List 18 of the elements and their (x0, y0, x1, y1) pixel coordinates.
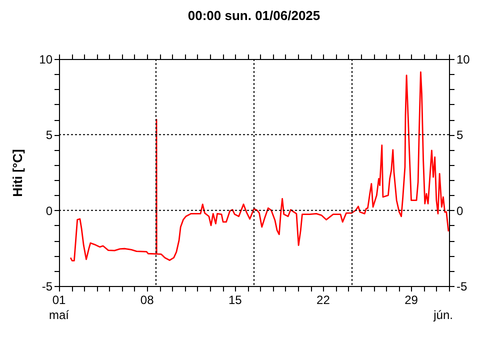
y-tick-label: 0 (46, 204, 53, 218)
text: jún. (432, 308, 453, 322)
x-tick-label: 08 (140, 293, 154, 307)
y2-tick-label: 10 (456, 52, 470, 66)
line-series (70, 71, 450, 262)
x-tick-label: 29 (404, 293, 418, 307)
y-tick-label: 10 (39, 52, 53, 66)
y2-tick-label: 0 (456, 204, 464, 218)
text: maí (48, 308, 70, 322)
x-tick-label: 01 (52, 293, 66, 307)
y2-tick-label: -5 (456, 280, 468, 294)
x-tick-label: 15 (228, 293, 242, 307)
y-axis-title: Hiti [°C] (10, 149, 26, 197)
y-tick-label: -5 (42, 280, 53, 294)
y2-tick-label: 5 (456, 128, 464, 142)
chart-title: 00:00 sun. 01/06/2025 (188, 8, 320, 23)
y-tick-label: 5 (46, 128, 53, 142)
x-tick-label: 22 (316, 293, 330, 307)
